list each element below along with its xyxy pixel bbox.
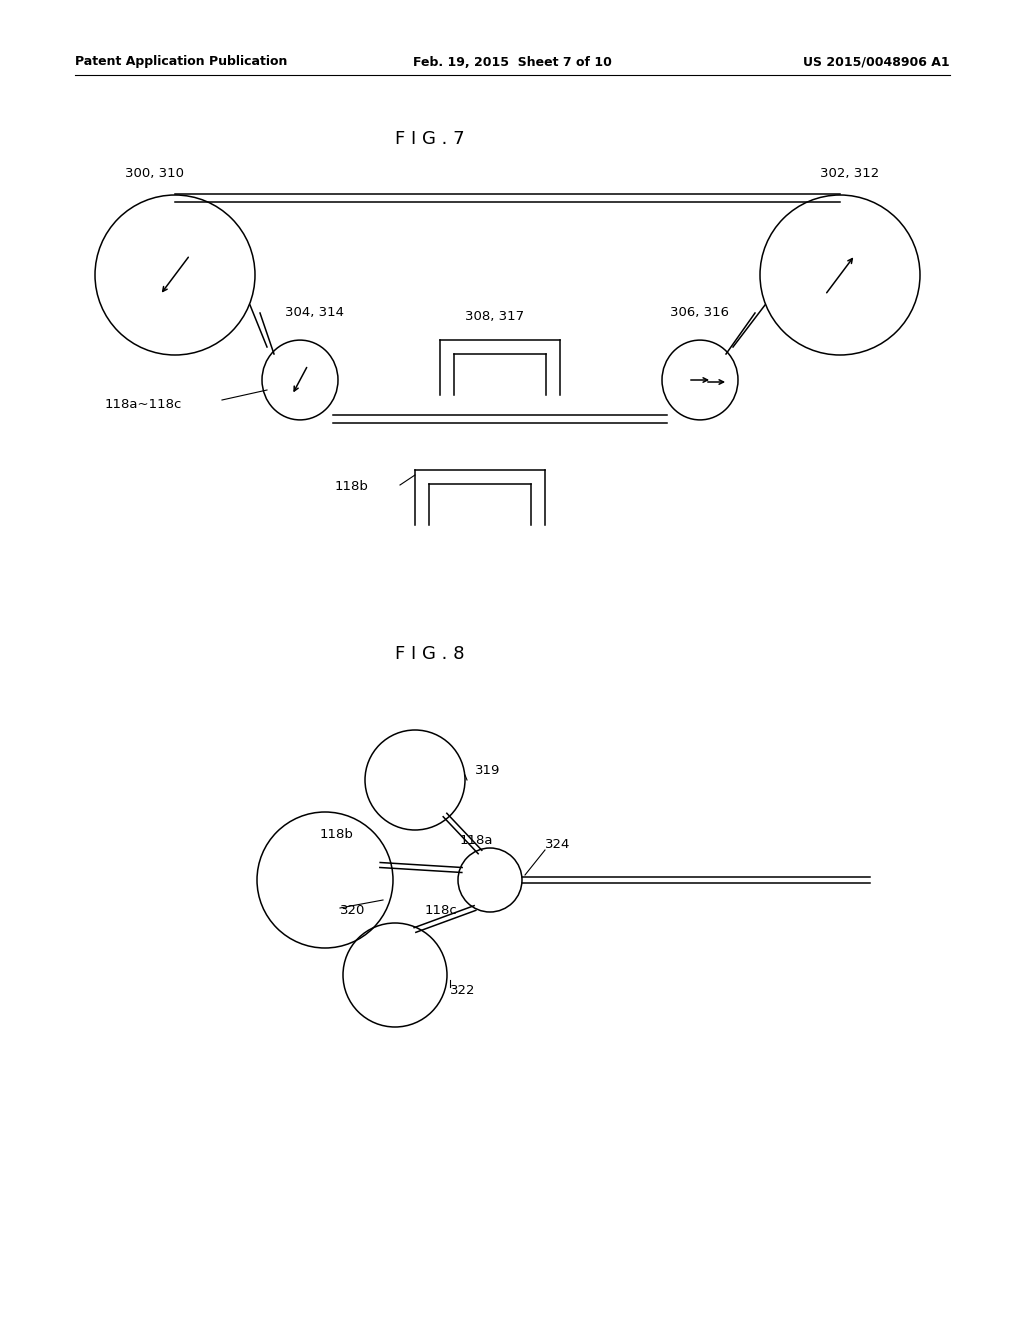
Text: 300, 310: 300, 310 <box>125 168 184 180</box>
Text: 118a~118c: 118a~118c <box>105 399 182 411</box>
Text: 118b: 118b <box>335 480 369 492</box>
Text: 304, 314: 304, 314 <box>285 306 344 319</box>
Text: 118c: 118c <box>425 903 458 916</box>
Text: 324: 324 <box>545 838 570 851</box>
Text: 302, 312: 302, 312 <box>820 168 880 180</box>
Text: US 2015/0048906 A1: US 2015/0048906 A1 <box>804 55 950 69</box>
Text: 322: 322 <box>450 983 475 997</box>
Text: F I G . 7: F I G . 7 <box>395 129 465 148</box>
Text: F I G . 8: F I G . 8 <box>395 645 465 663</box>
Text: 320: 320 <box>340 903 366 916</box>
Text: Patent Application Publication: Patent Application Publication <box>75 55 288 69</box>
Text: 308, 317: 308, 317 <box>465 310 524 323</box>
Text: 118a: 118a <box>460 833 494 846</box>
Text: 319: 319 <box>475 763 501 776</box>
Text: 118b: 118b <box>319 829 354 842</box>
Text: 306, 316: 306, 316 <box>670 306 729 319</box>
Text: Feb. 19, 2015  Sheet 7 of 10: Feb. 19, 2015 Sheet 7 of 10 <box>413 55 611 69</box>
